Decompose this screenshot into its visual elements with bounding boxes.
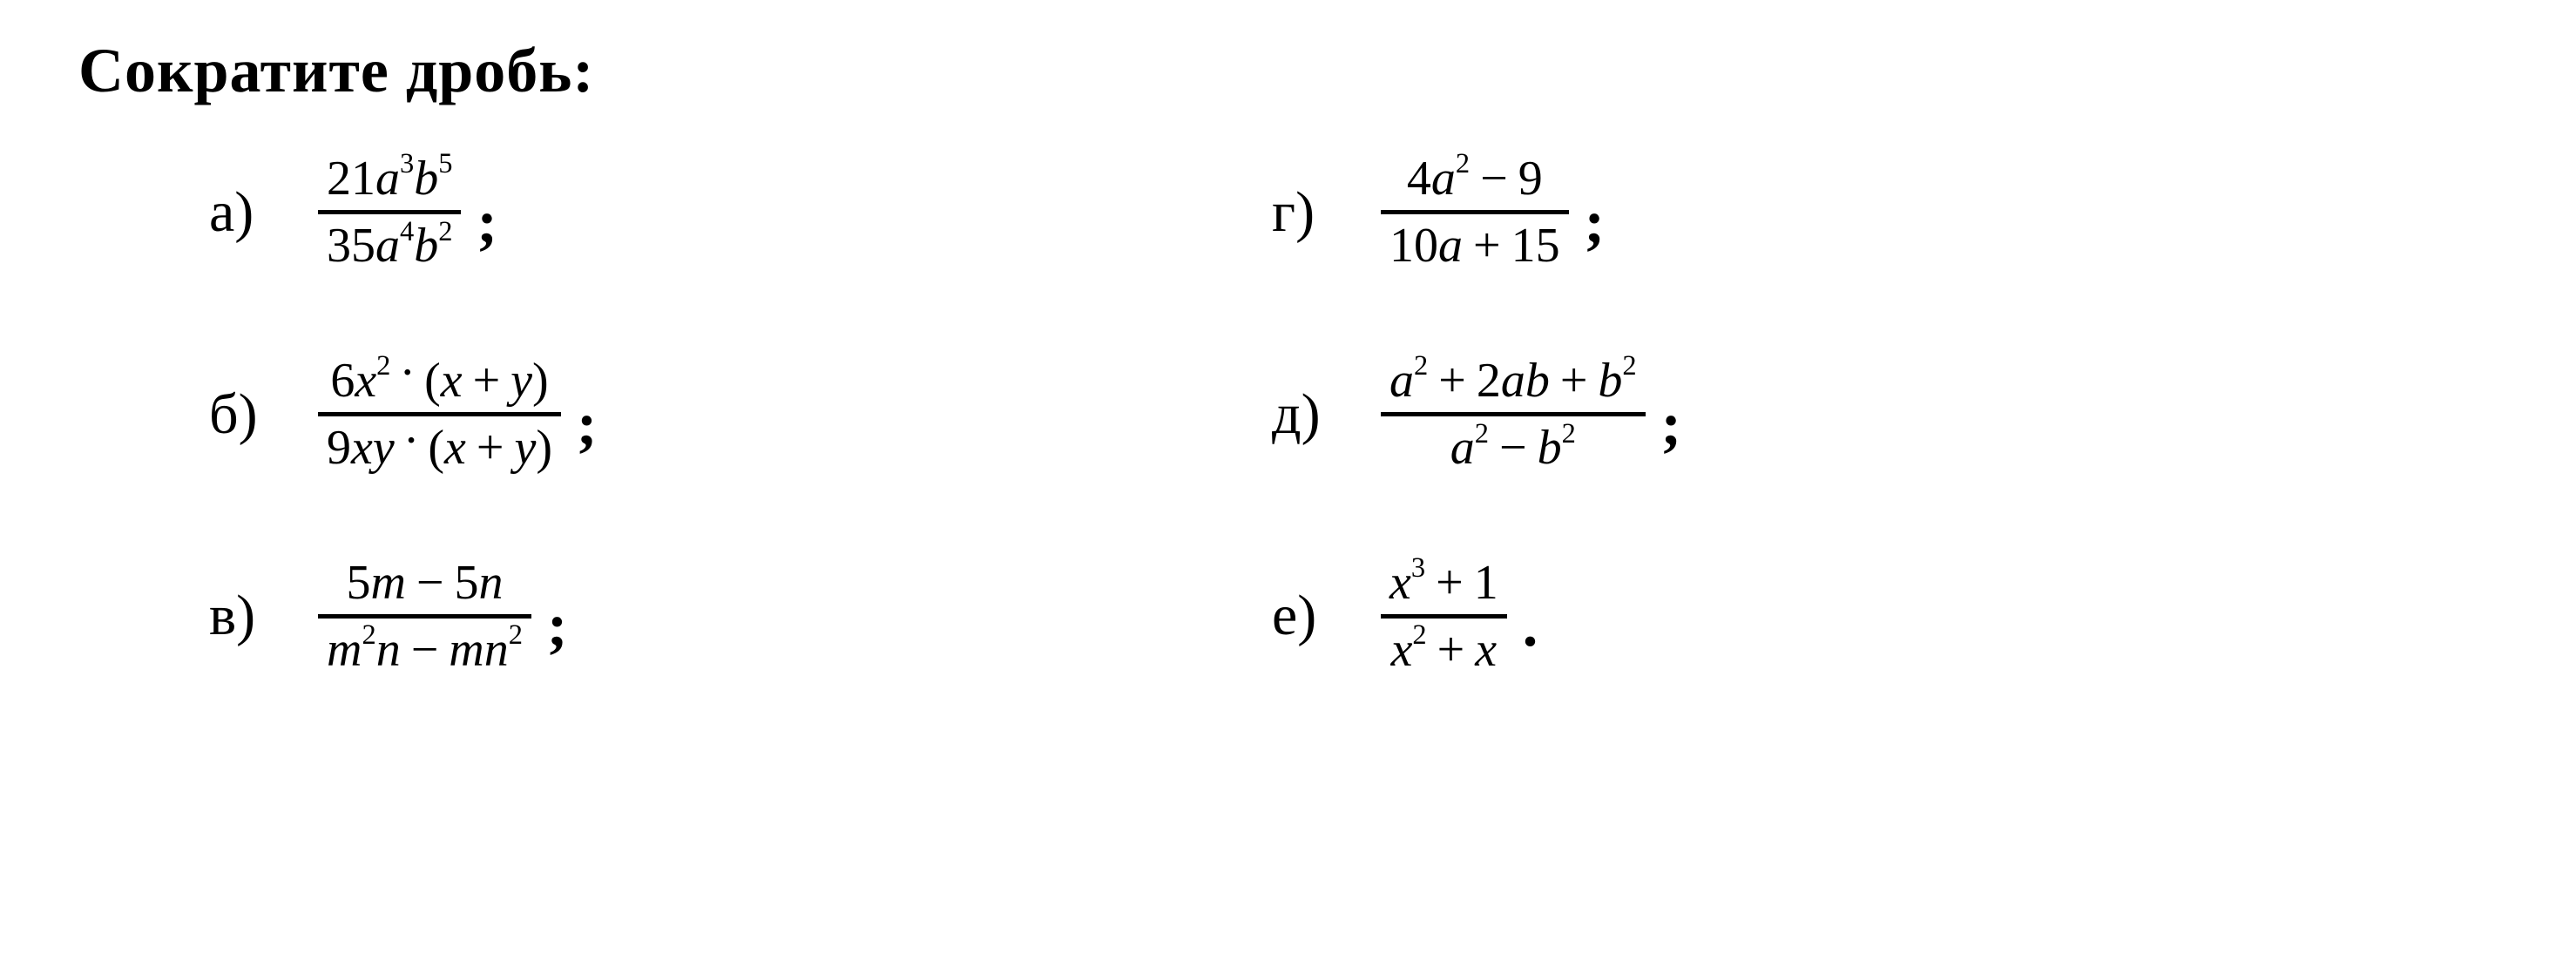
item-v: в) 5m−5n m2n−mn2 ; [209,555,1272,679]
item-label: в) [209,583,292,649]
denominator: m2n−mn2 [318,622,531,678]
fraction-bar [1381,614,1507,619]
exercise-heading: Сократите дробь: [78,35,2498,107]
item-b: б) 6x2·(x+y) 9xy·(x+y) ; [209,353,1272,477]
punctuation: ; [1661,390,1681,460]
item-label: а) [209,179,292,246]
punctuation: ; [477,188,497,258]
punctuation: ; [1585,188,1605,258]
item-a: а) 21a3b5 35a4b2 ; [209,151,1272,274]
numerator: 21a3b5 [318,151,461,206]
fraction: 5m−5n m2n−mn2 [318,555,531,679]
punctuation: ; [577,390,597,460]
fraction: 4a2−9 10a+15 [1381,151,1569,274]
fraction: 6x2·(x+y) 9xy·(x+y) [318,353,561,477]
denominator: x2+x [1383,622,1506,678]
fraction: a2+2ab+b2 a2−b2 [1381,353,1646,477]
item-label: д) [1272,382,1355,448]
numerator: 5m−5n [337,555,511,611]
fraction-bar [318,412,561,416]
right-column: г) 4a2−9 10a+15 ; д) a2+2ab+b2 a2−b2 ; е… [1272,151,2143,678]
punctuation: . [1523,592,1538,661]
left-column: а) 21a3b5 35a4b2 ; б) 6x2·(x+y) 9xy·(x+y… [209,151,1272,678]
item-e: е) x3+1 x2+x . [1272,555,2143,679]
item-d: д) a2+2ab+b2 a2−b2 ; [1272,353,2143,477]
item-label: б) [209,382,292,448]
item-label: г) [1272,179,1355,246]
denominator: 9xy·(x+y) [318,420,561,476]
denominator: 10a+15 [1381,218,1569,274]
fraction-bar [1381,210,1569,214]
denominator: a2−b2 [1442,420,1585,476]
exercise-columns: а) 21a3b5 35a4b2 ; б) 6x2·(x+y) 9xy·(x+y… [78,151,2498,678]
page: Сократите дробь: а) 21a3b5 35a4b2 ; б) 6… [0,0,2576,960]
fraction-bar [318,210,461,214]
fraction-bar [1381,412,1646,416]
numerator: 4a2−9 [1398,151,1552,206]
numerator: 6x2·(x+y) [321,353,557,409]
fraction: 21a3b5 35a4b2 [318,151,461,274]
fraction-bar [318,614,531,619]
numerator: x3+1 [1381,555,1507,611]
denominator: 35a4b2 [318,218,461,274]
numerator: a2+2ab+b2 [1381,353,1646,409]
item-label: е) [1272,583,1355,649]
punctuation: ; [547,592,567,661]
fraction: x3+1 x2+x [1381,555,1507,679]
item-g: г) 4a2−9 10a+15 ; [1272,151,2143,274]
